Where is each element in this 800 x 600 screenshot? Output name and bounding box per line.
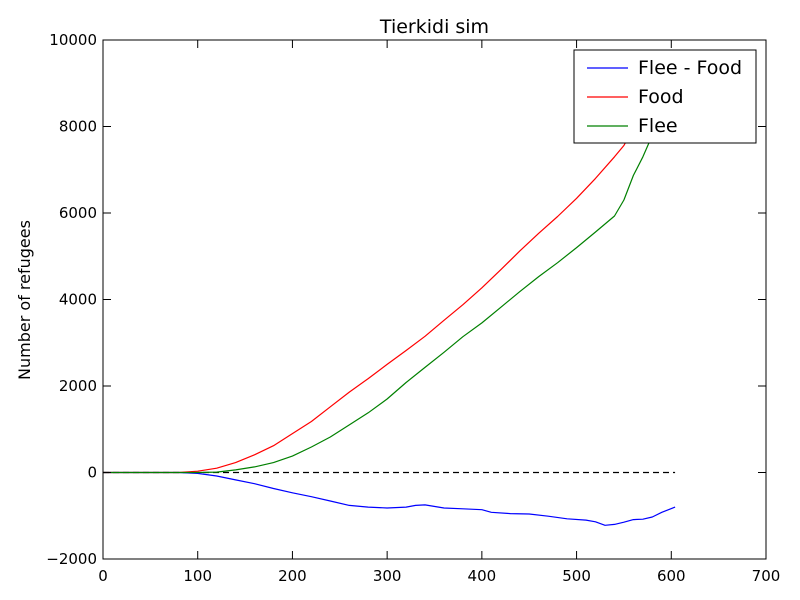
x-tick-label: 200 [278,567,307,585]
x-tick-label: 0 [98,567,108,585]
legend-label: Flee - Food [638,57,742,79]
x-tick-label: 400 [468,567,497,585]
legend-label: Flee [638,115,678,137]
series-line-food [103,134,631,474]
x-tick-label: 100 [183,567,212,585]
y-tick-label: −2000 [46,550,97,568]
legend-label: Food [638,86,684,108]
y-tick-label: 8000 [59,118,97,136]
y-tick-label: 10000 [49,31,97,49]
series-line-flee-food [103,471,676,526]
y-tick-label: 4000 [59,291,97,309]
x-tick-label: 300 [373,567,402,585]
y-tick-label: 0 [87,464,97,482]
x-tick-label: 500 [562,567,591,585]
plot-frame [102,39,767,560]
x-tick-label: 600 [657,567,686,585]
series-line-flee [103,134,653,474]
y-axis-title: Number of refugees [15,220,34,380]
chart-title: Tierkidi sim [379,16,489,38]
x-tick-label: 700 [752,567,781,585]
y-tick-label: 2000 [59,377,97,395]
y-tick-label: 6000 [59,204,97,222]
